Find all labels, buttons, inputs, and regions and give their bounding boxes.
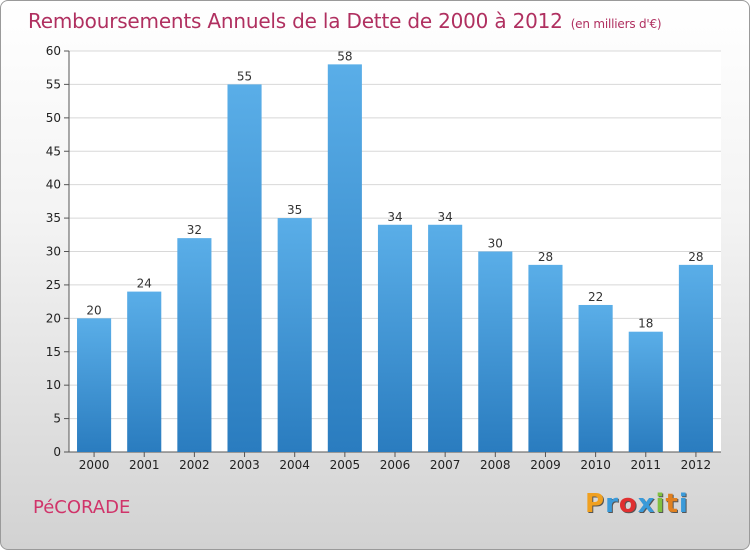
y-tick-label: 40: [46, 178, 61, 192]
data-label: 55: [237, 69, 252, 83]
data-label: 28: [538, 250, 553, 264]
bar: [77, 318, 112, 452]
chart-title: Remboursements Annuels de la Dette de 20…: [28, 9, 662, 33]
bar: [277, 218, 312, 452]
data-label: 28: [688, 250, 703, 264]
data-label: 22: [588, 290, 603, 304]
bar: [377, 224, 413, 452]
y-tick-label: 35: [46, 211, 61, 225]
x-tick-label: 2010: [580, 458, 611, 472]
x-tick-label: 2004: [279, 458, 310, 472]
logo-letter: o: [618, 489, 638, 519]
unit-note: (en milliers d'€): [570, 17, 662, 31]
y-tick-label: 20: [46, 311, 61, 325]
logo-letter: i: [678, 489, 689, 519]
x-tick-label: 2006: [380, 458, 411, 472]
y-tick-label: 0: [53, 445, 61, 459]
y-tick-label: 60: [46, 44, 61, 58]
logo-letter: r: [605, 489, 619, 519]
y-tick-label: 5: [53, 412, 61, 426]
title-text: Remboursements Annuels de la Dette de 20…: [28, 9, 563, 33]
logo-letter: x: [637, 489, 656, 519]
x-tick-label: 2000: [79, 458, 110, 472]
bar: [327, 64, 362, 452]
data-label: 24: [137, 277, 152, 291]
data-label: 20: [86, 303, 101, 317]
data-label: 32: [187, 223, 202, 237]
y-tick-label: 15: [46, 345, 61, 359]
x-tick-label: 2005: [330, 458, 361, 472]
data-label: 34: [387, 210, 402, 224]
logo-letter: i: [655, 489, 666, 519]
bar: [127, 291, 162, 452]
bar: [678, 264, 713, 452]
x-tick-label: 2002: [179, 458, 210, 472]
y-tick-label: 45: [46, 144, 61, 158]
x-tick-label: 2008: [480, 458, 511, 472]
y-tick-label: 55: [46, 77, 61, 91]
bar: [428, 224, 463, 452]
x-tick-label: 2009: [530, 458, 561, 472]
y-tick-label: 50: [46, 111, 61, 125]
x-tick-label: 2011: [630, 458, 661, 472]
bar: [478, 251, 513, 452]
x-tick-label: 2012: [681, 458, 712, 472]
data-label: 35: [287, 203, 302, 217]
y-tick-label: 30: [46, 245, 61, 259]
y-tick-label: 25: [46, 278, 61, 292]
bar: [578, 304, 613, 452]
bar: [227, 84, 262, 453]
logo-letter: P: [585, 489, 606, 519]
commune-name: PéCORADE: [33, 497, 131, 518]
proxiti-logo: Proxiti: [585, 489, 689, 519]
x-tick-label: 2003: [229, 458, 260, 472]
x-tick-label: 2007: [430, 458, 461, 472]
x-tick-label: 2001: [129, 458, 160, 472]
data-label: 58: [337, 49, 352, 63]
data-label: 30: [488, 237, 503, 251]
bar: [177, 238, 212, 452]
logo-letter: t: [665, 489, 679, 519]
y-tick-label: 10: [46, 378, 61, 392]
data-label: 34: [438, 210, 453, 224]
bar: [628, 331, 663, 452]
bar: [528, 264, 563, 452]
data-label: 18: [638, 317, 653, 331]
